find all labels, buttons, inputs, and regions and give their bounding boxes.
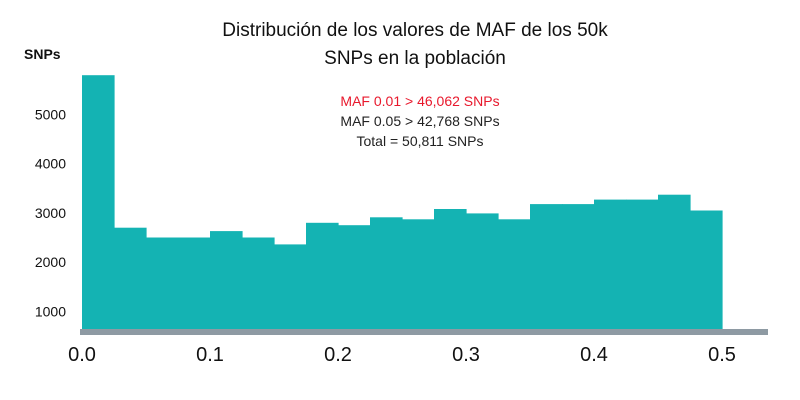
histogram-bar: [690, 210, 723, 331]
y-tick-label: 1000: [35, 303, 66, 319]
annotation-total: Total = 50,811 SNPs: [356, 133, 484, 149]
histogram-bar: [82, 75, 115, 331]
x-tick-label: 0.2: [324, 344, 352, 366]
histogram-bar: [370, 217, 403, 331]
x-tick-labels: 0.0 0.1 0.2 0.3 0.4 0.5: [68, 344, 736, 366]
histogram-bar: [210, 231, 243, 331]
annotation-maf-001: MAF 0.01 > 46,062 SNPs: [340, 93, 500, 109]
histogram-bar: [178, 237, 211, 331]
histogram-bar: [114, 227, 147, 331]
histogram-bar: [530, 204, 563, 331]
x-tick-label: 0.3: [452, 344, 480, 366]
y-tick-label: 2000: [35, 254, 66, 270]
histogram-bar: [338, 225, 371, 331]
x-tick-label: 0.1: [196, 344, 224, 366]
x-tick-label: 0.0: [68, 344, 96, 366]
annotation-maf-005: MAF 0.05 > 42,768 SNPs: [340, 113, 500, 129]
y-tick-labels: 1000 2000 3000 4000 5000: [35, 107, 66, 320]
x-tick-label: 0.4: [580, 344, 608, 366]
y-axis-label: SNPs: [24, 46, 61, 62]
histogram-bar: [594, 199, 627, 331]
chart-title-line-2: SNPs en la población: [324, 48, 506, 69]
y-tick-label: 3000: [35, 205, 66, 221]
histogram-bar: [434, 209, 467, 331]
histogram-bar: [562, 204, 595, 331]
histogram-bar: [626, 199, 659, 331]
histogram-bar: [242, 237, 275, 331]
y-tick-label: 4000: [35, 156, 66, 172]
histogram-bar: [466, 213, 499, 331]
x-tick-label: 0.5: [708, 344, 736, 366]
histogram-bar: [146, 237, 179, 331]
histogram-bar: [306, 222, 339, 331]
histogram-bar: [658, 194, 691, 331]
y-tick-label: 5000: [35, 107, 66, 123]
histogram-bar: [402, 219, 435, 331]
x-axis-line: [80, 329, 768, 335]
histogram-bar: [274, 244, 307, 331]
histogram-bars: [82, 75, 723, 331]
chart-title-line-1: Distribución de los valores de MAF de lo…: [222, 20, 608, 41]
histogram-bar: [498, 219, 531, 331]
